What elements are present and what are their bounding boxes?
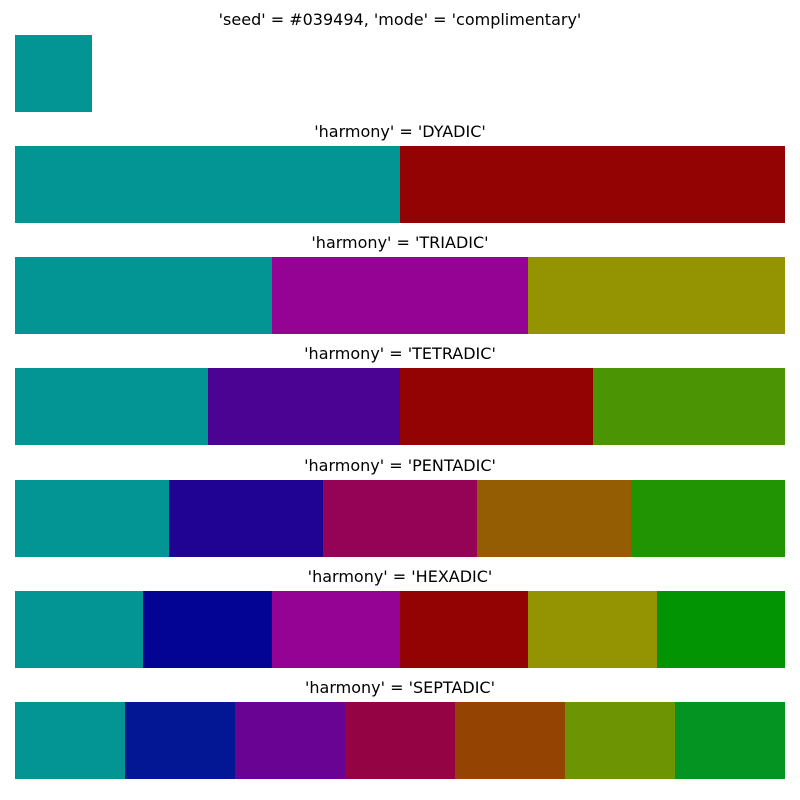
- color-swatch: [528, 257, 786, 334]
- color-swatch: [455, 702, 565, 779]
- color-swatch: [15, 591, 144, 668]
- color-swatch: [592, 368, 785, 445]
- color-swatch: [169, 480, 323, 557]
- color-swatch: [15, 480, 169, 557]
- color-swatch: [656, 591, 785, 668]
- color-swatch: [477, 480, 631, 557]
- color-swatch: [528, 591, 657, 668]
- harmony-swatch-row: [15, 146, 785, 223]
- color-swatch: [271, 257, 529, 334]
- harmony-title: 'harmony' = 'HEXADIC': [307, 567, 493, 586]
- color-swatch: [271, 591, 400, 668]
- color-swatch: [565, 702, 675, 779]
- seed-swatch: [15, 35, 92, 112]
- color-swatch: [125, 702, 235, 779]
- harmony-swatch-row: [15, 257, 786, 334]
- color-swatch: [400, 146, 785, 223]
- color-swatch: [207, 368, 400, 445]
- harmony-title: 'harmony' = 'DYADIC': [314, 122, 486, 141]
- harmony-swatch-row: [15, 480, 785, 557]
- color-swatch: [399, 591, 529, 668]
- harmony-title: 'harmony' = 'PENTADIC': [304, 456, 496, 475]
- color-swatch: [15, 257, 272, 334]
- harmony-title: 'harmony' = 'TETRADIC': [304, 344, 496, 363]
- color-swatch: [235, 702, 345, 779]
- harmony-swatch-row: [15, 702, 785, 779]
- color-swatch: [15, 146, 400, 223]
- color-swatch: [631, 480, 785, 557]
- seed-title: 'seed' = #039494, 'mode' = 'complimentar…: [218, 10, 582, 29]
- color-swatch: [15, 702, 125, 779]
- color-swatch: [345, 702, 455, 779]
- harmony-title: 'harmony' = 'TRIADIC': [311, 233, 489, 252]
- seed-swatch-row: [15, 35, 92, 112]
- color-swatch: [323, 480, 477, 557]
- color-swatch: [15, 368, 208, 445]
- harmony-title: 'harmony' = 'SEPTADIC': [305, 678, 495, 697]
- color-swatch: [143, 591, 272, 668]
- color-swatch: [400, 368, 593, 445]
- harmony-swatch-row: [15, 368, 785, 445]
- color-swatch: [675, 702, 785, 779]
- harmony-swatch-row: [15, 591, 785, 668]
